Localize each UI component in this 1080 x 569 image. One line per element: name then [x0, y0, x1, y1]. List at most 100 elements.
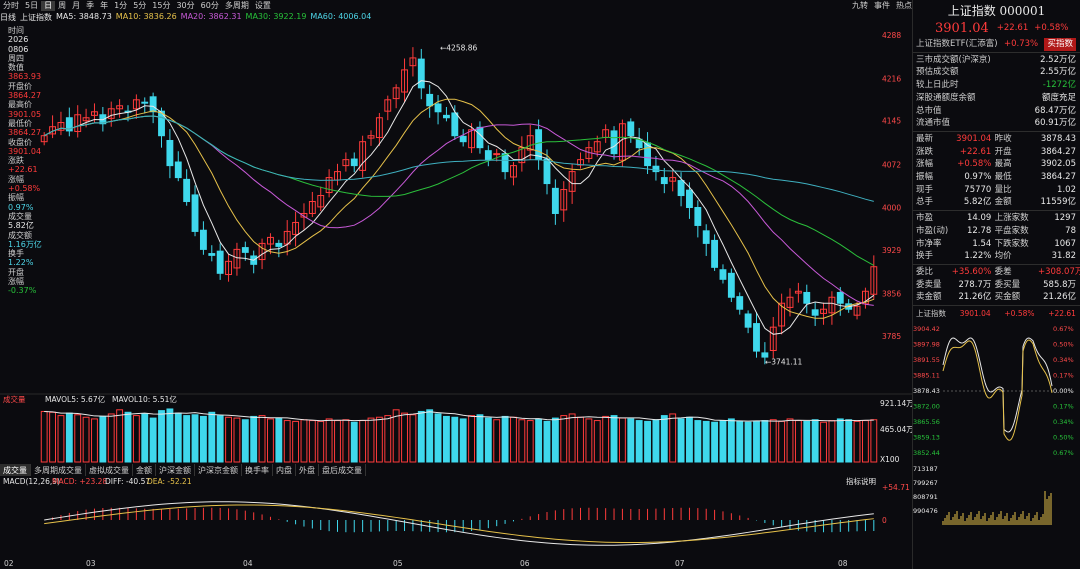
indicator-help-link[interactable]: 指标说明 [846, 476, 876, 486]
toolbar-item-8[interactable]: 5分 [133, 0, 147, 10]
info-value-row: 1.16万亿 [8, 240, 42, 249]
price-axis-label: 3929 [882, 246, 901, 255]
toolbar-right-item-1[interactable]: 事件 [874, 0, 890, 10]
volume-bar [267, 418, 274, 463]
quote-label: 总手 [916, 197, 934, 208]
indicator-tab-0[interactable]: 成交量 [0, 464, 31, 476]
order-row: 委卖量 278.7万 委买量 585.8万 [913, 279, 1080, 292]
volume-bar [669, 413, 677, 463]
quote-label: 量比 [994, 184, 1012, 195]
volume-bar [568, 413, 576, 463]
info-row: 收盘价 [8, 138, 38, 147]
buy-index-button[interactable]: 买指数 [1044, 38, 1076, 51]
quote-label: 换手 [916, 251, 934, 262]
toolbar-item-9[interactable]: 15分 [152, 0, 171, 10]
toolbar-item-0[interactable]: 分时 [3, 0, 19, 10]
mini-vol-axis: 990476 [913, 507, 938, 515]
toolbar-right-item-0[interactable]: 九转 [852, 0, 868, 10]
toolbar-item-12[interactable]: 多周期 [224, 0, 249, 10]
info-label: 周四 [8, 53, 24, 63]
info-value-row: +22.61 [8, 165, 38, 174]
indicator-tab-3[interactable]: 金额 [133, 464, 156, 476]
toolbar-item-3[interactable]: 周 [58, 0, 67, 10]
ma10-value: MA10: 3836.26 [115, 12, 177, 21]
kline-chart[interactable]: 4288 4216 4145 4072 4000 3929 3856 3785 ←4258.86… [0, 22, 912, 470]
price-axis-label: 4216 [882, 74, 901, 83]
info-value: 3901.04 [8, 146, 42, 156]
volume-bar [811, 419, 819, 463]
candle [794, 290, 802, 294]
market-info-row: 预估成交额 2.55万亿 [913, 66, 1080, 79]
indicator-tab-9[interactable]: 盘后成交量 [319, 464, 366, 476]
candle [40, 135, 48, 143]
mini-left-axis: 3852.44 [913, 449, 940, 457]
candle [426, 93, 434, 107]
toolbar-item-11[interactable]: 60分 [200, 0, 219, 10]
indicator-tab-8[interactable]: 外盘 [296, 464, 319, 476]
toolbar-item-13[interactable]: 设置 [254, 0, 271, 10]
candle [677, 180, 685, 197]
volume-bar [107, 413, 115, 463]
quote-price-row: 3901.04 +22.61 +0.58% [913, 20, 1080, 36]
intraday-mini-chart[interactable]: 3904.42 3897.98 3891.55 3885.11 3878.43 3872.… [913, 325, 1079, 545]
candle [149, 96, 157, 113]
info-label: 三市成交额(沪深京) [916, 54, 991, 65]
candle [686, 189, 693, 208]
quote-value: 3864.27 [1040, 172, 1076, 183]
indicator-tab-2[interactable]: 虚拟成交量 [86, 464, 133, 476]
indicator-tab-1[interactable]: 多周期成交量 [31, 464, 86, 476]
candle [870, 266, 878, 295]
volume-bar [275, 417, 283, 463]
quote-pct: +0.58% [1034, 23, 1069, 33]
stats-row: 市盈(动) 12.78 平盘家数 78 [913, 225, 1080, 238]
info-label: 振幅 [8, 193, 24, 203]
x-axis-label: 03 [86, 559, 96, 568]
info-value-row: 3864.27 [8, 91, 41, 100]
toolbar-item-7[interactable]: 1分 [114, 0, 128, 10]
toolbar-item-6[interactable]: 年 [100, 0, 109, 10]
toolbar-item-4[interactable]: 月 [72, 0, 81, 10]
toolbar-item-5[interactable]: 季 [86, 0, 95, 10]
quote-value: 3902.05 [1040, 159, 1076, 170]
indicator-tab-4[interactable]: 沪深金额 [156, 464, 195, 476]
stats-table: 市盈 14.09 上涨家数 1297 市盈(动) 12.78 平盘家数 78 市净率 1.54 下跌… [913, 212, 1080, 263]
mini-left-axis: 3872.00 [913, 402, 940, 410]
volume-bar [627, 418, 635, 463]
volume-bar [124, 411, 132, 463]
volume-bar [551, 417, 559, 463]
info-value-row: 1.22% [8, 258, 38, 267]
info-row: 最高价 [8, 100, 38, 109]
indicator-tab-5[interactable]: 沪深京金额 [195, 464, 242, 476]
volume-bar [225, 416, 232, 463]
volume-bar [99, 415, 107, 463]
candle [375, 117, 383, 138]
indicator-tab-7[interactable]: 内盘 [273, 464, 296, 476]
mini-right-axis: 0.17% [1053, 402, 1074, 410]
info-value: 0806 [8, 44, 29, 54]
toolbar-item-2[interactable]: 日 [41, 0, 56, 11]
etf-row[interactable]: 上证指数ETF(汇添富) +0.73% 买指数 [913, 38, 1080, 51]
volume-bar [510, 416, 517, 463]
volume-bar [49, 411, 57, 463]
candle [258, 242, 266, 261]
volume-bar [501, 415, 509, 463]
volume-bar [158, 410, 165, 463]
volume-axis-label: X100 [880, 455, 900, 464]
volume-bar [484, 417, 492, 463]
candle [518, 147, 526, 164]
candle [275, 242, 283, 247]
candle [300, 212, 308, 218]
candle [711, 239, 719, 268]
volume-bar [476, 414, 484, 463]
ma60-line [43, 115, 874, 202]
quote-row: 涨幅 +0.58% 最高 3902.05 [913, 158, 1080, 171]
indicator-tab-6[interactable]: 换手率 [242, 464, 273, 476]
info-value-row: -0.37% [8, 286, 38, 295]
toolbar-item-1[interactable]: 5日 [25, 0, 39, 10]
quote-value: 75770 [964, 184, 992, 195]
info-row: 开盘价 [8, 82, 38, 91]
volume-bar [769, 419, 777, 463]
toolbar-item-10[interactable]: 30分 [176, 0, 195, 10]
candle [719, 269, 727, 280]
